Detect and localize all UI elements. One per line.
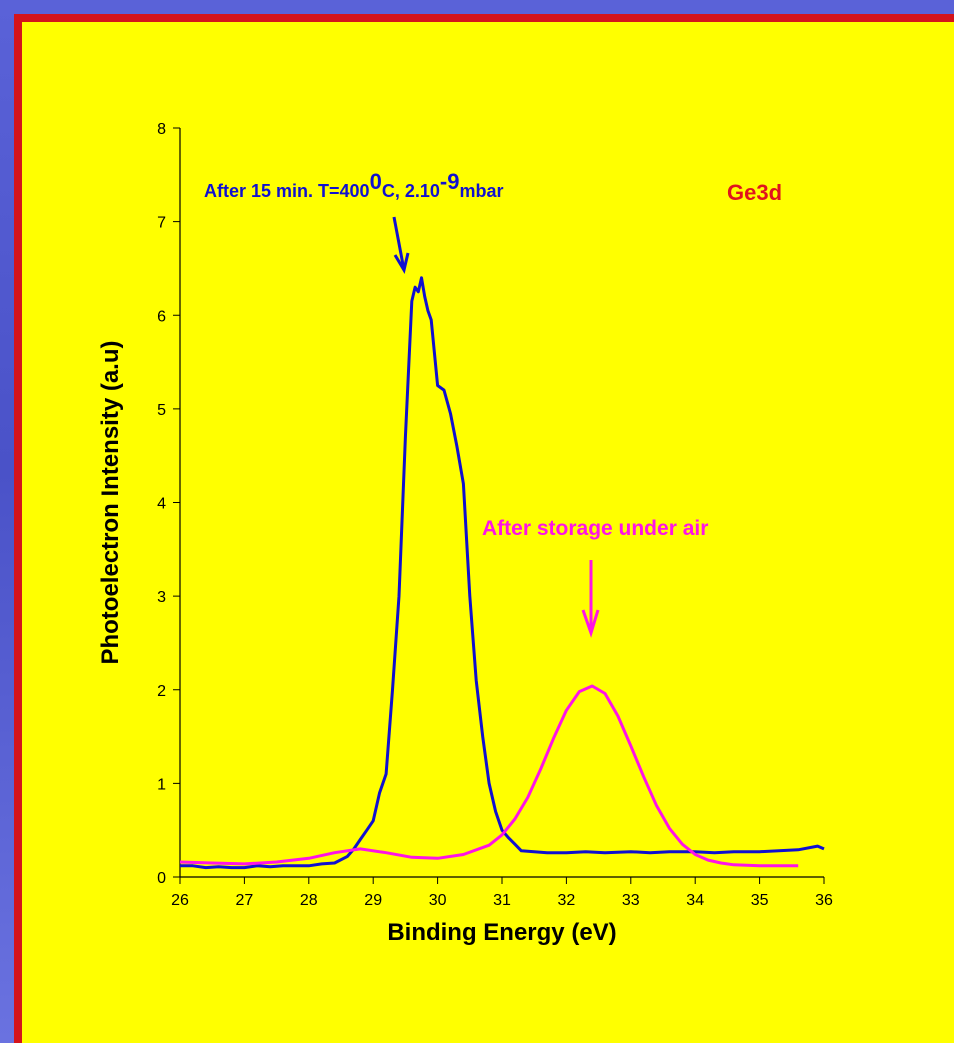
annotation-element: Ge3d [727, 180, 782, 205]
x-tick-label: 28 [300, 892, 318, 909]
chart-annotations: After 15 min. T=4000C, 2.10-9mbar Ge3d A… [204, 169, 782, 638]
x-tick-label: 36 [815, 892, 833, 909]
x-tick-label: 34 [686, 892, 704, 909]
y-tick-label: 7 [157, 215, 166, 232]
x-axis-title: Binding Energy (eV) [387, 919, 616, 946]
slide-panel [14, 14, 954, 1043]
y-tick-label: 5 [157, 402, 166, 419]
x-tick-label: 35 [751, 892, 769, 909]
annotation-air: After storage under air [482, 517, 708, 540]
x-tick-label: 26 [171, 892, 189, 909]
y-tick-label: 4 [157, 496, 166, 513]
arrow-vacuum-icon [392, 216, 410, 274]
y-tick-label: 1 [157, 776, 166, 793]
x-tick-label: 33 [622, 892, 640, 909]
chart-series [179, 276, 825, 870]
x-tick-label: 27 [236, 892, 254, 909]
y-tick-label: 3 [157, 589, 166, 606]
x-tick-label: 29 [364, 892, 382, 909]
annotation-vacuum: After 15 min. T=4000C, 2.10-9mbar [204, 169, 503, 201]
series-line-1 [180, 276, 825, 870]
x-tick-label: 31 [493, 892, 511, 909]
y-axis-title: Photoelectron Intensity (a.u) [97, 340, 124, 664]
y-tick-label: 2 [157, 683, 166, 700]
arrow-air-icon [581, 560, 600, 638]
x-tick-label: 30 [429, 892, 447, 909]
y-tick-label: 0 [157, 870, 166, 887]
x-tick-label: 32 [558, 892, 576, 909]
series-line-2 [179, 684, 799, 868]
y-tick-label: 8 [157, 121, 166, 138]
y-tick-label: 6 [157, 308, 166, 325]
